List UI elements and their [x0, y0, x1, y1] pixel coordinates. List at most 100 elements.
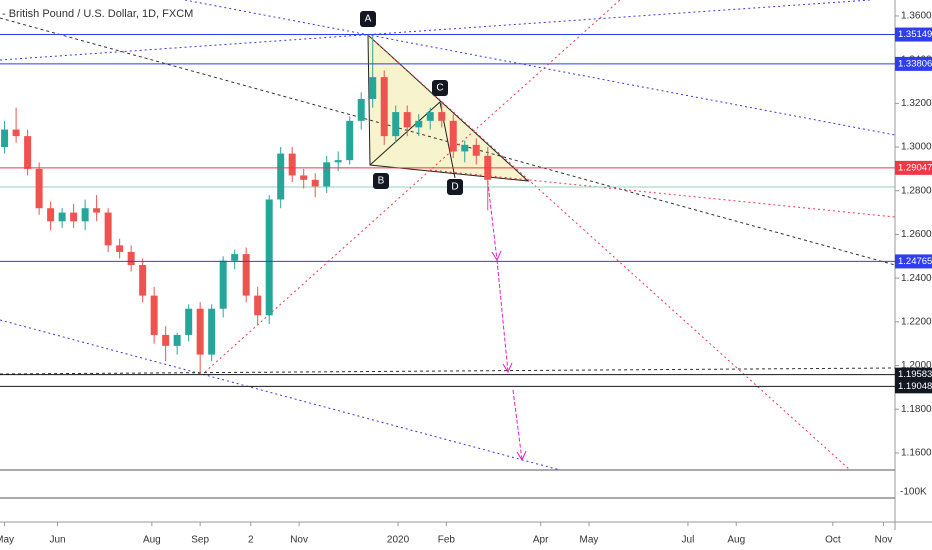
labels: A B C D - British Pound / U.S. Dollar, 1… [0, 8, 932, 546]
candle-body [403, 112, 411, 128]
point-label: B [378, 176, 385, 187]
x-tick-label: Sep [191, 535, 209, 546]
level-badge [895, 254, 932, 269]
y-tick-label: 1.20000 [901, 360, 932, 371]
x-tick-label: Aug [143, 535, 161, 546]
level-badge [895, 379, 932, 394]
trend-line [0, 0, 871, 61]
x-tick-label: Oct [825, 535, 841, 546]
candle-body [265, 199, 273, 316]
candle-body [323, 162, 331, 187]
candle-body [288, 153, 296, 176]
candle-body [104, 212, 112, 246]
x-tick-label: Jun [49, 535, 65, 546]
volume-label: -100K [900, 487, 927, 498]
candle-body [185, 308, 193, 335]
candle-body [277, 153, 285, 200]
point-label: D [451, 182, 458, 193]
x-tick-label: Nov [875, 535, 893, 546]
candle-body [58, 212, 66, 222]
candle-body [81, 208, 89, 222]
candle-body [196, 308, 204, 355]
level-label: 1.24765 [898, 256, 932, 267]
candle-body [24, 136, 32, 169]
level-badge [895, 367, 932, 382]
candle-body [311, 179, 319, 187]
trend-line [184, 0, 896, 136]
candle-body [116, 245, 124, 252]
candle-body [461, 144, 469, 152]
candle-body [380, 77, 388, 137]
candle-body [173, 334, 181, 346]
x-tick-label: 2 [248, 535, 254, 546]
candle-body [35, 168, 43, 209]
x-tick-label: May [0, 535, 14, 546]
level-badge [895, 56, 932, 71]
candle-body [139, 265, 147, 296]
level-label: 1.19583 [898, 369, 932, 380]
candle-body [357, 98, 365, 121]
y-tick-label: 1.22000 [901, 316, 932, 327]
trend-line [367, 34, 851, 471]
candle-body [208, 308, 216, 355]
candle-body [392, 112, 400, 137]
candles [1, 35, 492, 375]
trend-line [0, 319, 561, 471]
candle-body [70, 212, 78, 222]
point-badge [360, 11, 376, 27]
projection-arrows [486, 174, 527, 462]
x-tick-label: Jul [682, 535, 695, 546]
candle-body [346, 120, 354, 161]
candle-body [162, 334, 170, 346]
level-badge [895, 27, 932, 42]
triangle [367, 33, 530, 182]
candle-body [231, 254, 239, 261]
candle-body [254, 295, 262, 316]
candle-body [93, 208, 101, 213]
x-tick-label: 2020 [387, 535, 410, 546]
y-tick-label: 1.36000 [901, 11, 932, 22]
level-label: 1.19048 [898, 381, 932, 392]
level-badge [895, 160, 932, 175]
y-tick-label: 1.32000 [901, 98, 932, 109]
candle-body [219, 260, 227, 309]
candle-body [415, 120, 423, 128]
candle-body [472, 144, 480, 156]
level-label: 1.29047 [898, 162, 932, 173]
x-tick-label: May [580, 535, 599, 546]
y-tick-label: 1.24000 [901, 273, 932, 284]
point-label: C [436, 83, 443, 94]
candle-body [426, 112, 434, 121]
candle-body [242, 254, 250, 296]
trend-line [0, 17, 896, 266]
y-tick-label: 1.28000 [901, 185, 932, 196]
x-tick-label: Feb [438, 535, 456, 546]
candle-body [334, 160, 342, 163]
candle-body [449, 120, 457, 152]
y-tick-label: 1.16000 [901, 448, 932, 459]
point-badge [373, 173, 389, 189]
pattern-line [369, 101, 456, 179]
candle-body [150, 295, 158, 335]
level-label: 1.35149 [898, 29, 932, 40]
candle-body [438, 112, 446, 121]
x-tick-label: Apr [533, 535, 549, 546]
candle-body [1, 129, 9, 148]
x-tick-label: Nov [290, 535, 308, 546]
y-tick-label: 1.26000 [901, 229, 932, 240]
candle-body [47, 208, 55, 222]
point-badge [447, 179, 463, 195]
chart-title: - British Pound / U.S. Dollar, 1D, FXCM [2, 8, 193, 20]
point-label: A [365, 14, 372, 25]
candle-body [127, 251, 135, 266]
candle-body [12, 129, 20, 137]
trend-line [0, 367, 896, 375]
level-label: 1.33806 [898, 58, 932, 69]
y-tick-label: 1.18000 [901, 404, 932, 415]
candle-body [369, 77, 377, 99]
candle-body [300, 175, 308, 180]
point-badge [432, 80, 448, 96]
y-tick-label: 1.30000 [901, 142, 932, 153]
